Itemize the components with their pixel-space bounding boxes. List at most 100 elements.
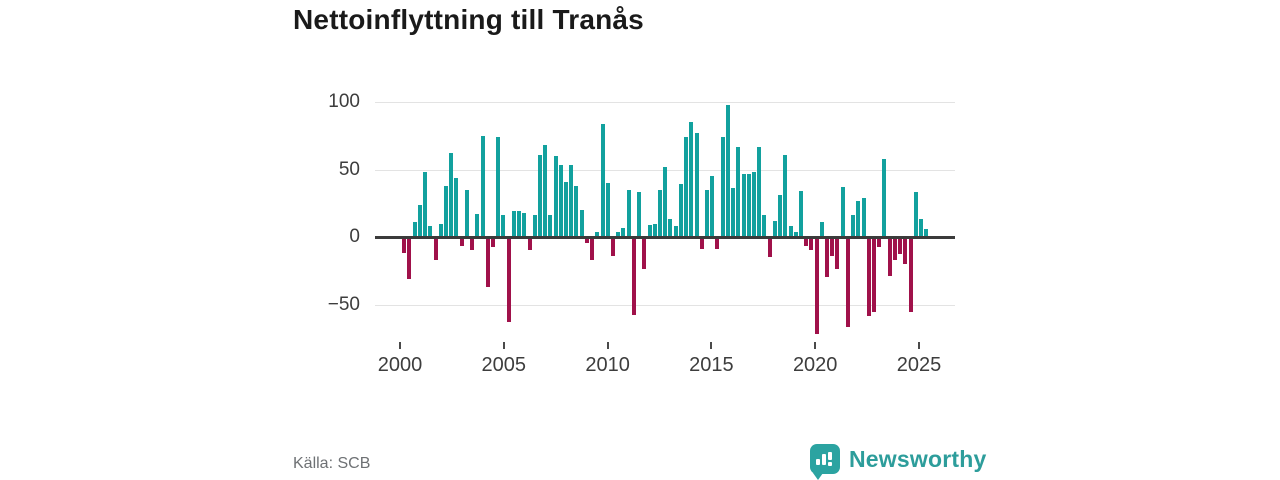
newsworthy-logo-icon [810,444,840,480]
quarter-bar [840,187,845,237]
quarter-bar [490,238,495,248]
quarter-bar [798,191,803,237]
quarter-bar [892,238,897,260]
quarter-bar [903,238,908,264]
quarter-bar [866,238,871,317]
quarter-bar [595,231,600,237]
quarter-bar [699,238,704,249]
quarter-bar [694,133,699,237]
quarter-bar [913,192,918,237]
plot-area [375,95,955,345]
quarter-bar [642,238,647,270]
quarter-bar [511,211,516,237]
quarter-bar [835,238,840,270]
quarter-bar [668,219,673,237]
quarter-bar [647,224,652,237]
quarter-bar [459,238,464,247]
quarter-bar [449,153,454,237]
quarter-bar [746,173,751,237]
zero-axis-line [375,236,955,239]
quarter-bar [532,215,537,237]
quarter-bar [751,172,756,237]
x-axis-tick-label: 2005 [481,354,527,376]
source-note: Källa: SCB [293,455,371,472]
quarter-bar [600,123,605,237]
quarter-bar [851,215,856,237]
quarter-bar [788,226,793,237]
y-axis-tick-label: 0 [349,226,360,247]
quarter-bar [480,135,485,237]
x-axis-tick-mark [814,342,817,349]
quarter-bar [725,104,730,237]
quarter-bar [433,238,438,260]
gridline [375,304,955,306]
quarter-bar [814,238,819,334]
quarter-bar [501,215,506,237]
brand-name: Newsworthy [849,445,987,472]
quarter-bar [574,185,579,237]
quarter-bar [522,212,527,237]
quarter-bar [658,189,662,237]
quarter-bar [553,156,558,237]
quarter-bar [757,146,762,237]
quarter-bar [605,183,610,237]
quarter-bar [767,238,772,257]
quarter-bar [830,238,835,256]
chart-title: Nettoinflyttning till Tranås [293,4,644,35]
quarter-bar [710,176,715,237]
quarter-bar [736,146,741,237]
quarter-bar [558,165,563,237]
quarter-bar [908,238,913,313]
quarter-bar [417,204,422,237]
quarter-bar [626,189,631,237]
quarter-bar [637,192,642,237]
quarter-bar [537,154,542,237]
quarter-bar [793,231,798,237]
quarter-bar [887,238,892,276]
quarter-bar [762,215,767,237]
quarter-bar [438,223,443,237]
quarter-bar [543,145,548,237]
gridline [375,102,955,103]
quarter-bar [470,238,475,251]
quarter-bar [407,238,412,279]
quarter-bar [611,238,616,256]
quarter-bar [517,211,522,237]
quarter-bar [778,195,783,237]
quarter-bar [856,200,861,237]
quarter-bar [804,238,809,247]
quarter-bar [496,137,501,237]
x-axis-tick-label: 2025 [896,354,942,376]
quarter-bar [663,166,668,237]
quarter-bar [428,226,433,237]
quarter-bar [590,238,595,260]
quarter-bar [741,173,746,237]
quarter-bar [861,197,866,237]
x-axis-tick-label: 2020 [792,354,838,376]
quarter-bar [527,238,532,251]
x-axis-tick-mark [399,342,401,349]
x-axis-tick-label: 2010 [585,354,630,376]
quarter-bar [673,226,678,237]
quarter-bar [485,238,490,287]
quarter-bar [443,185,448,237]
y-axis-tick-label: −50 [327,293,360,315]
quarter-bar [464,189,469,237]
x-axis-tick-mark [918,342,920,349]
quarter-bar [720,137,725,237]
quarter-bar [783,154,788,237]
x-axis-tick-label: 2000 [377,354,423,376]
quarter-bar [684,137,689,237]
x-axis-tick-mark [502,342,505,349]
brand-footer: Newsworthy [810,444,987,480]
quarter-bar [689,122,694,237]
y-axis-tick-label: 50 [338,158,360,180]
quarter-bar [898,238,903,255]
quarter-bar [423,172,428,237]
quarter-bar [584,238,589,244]
quarter-bar [506,238,511,322]
quarter-bar [652,223,657,237]
quarter-bar [475,214,480,237]
quarter-bar [564,181,569,237]
